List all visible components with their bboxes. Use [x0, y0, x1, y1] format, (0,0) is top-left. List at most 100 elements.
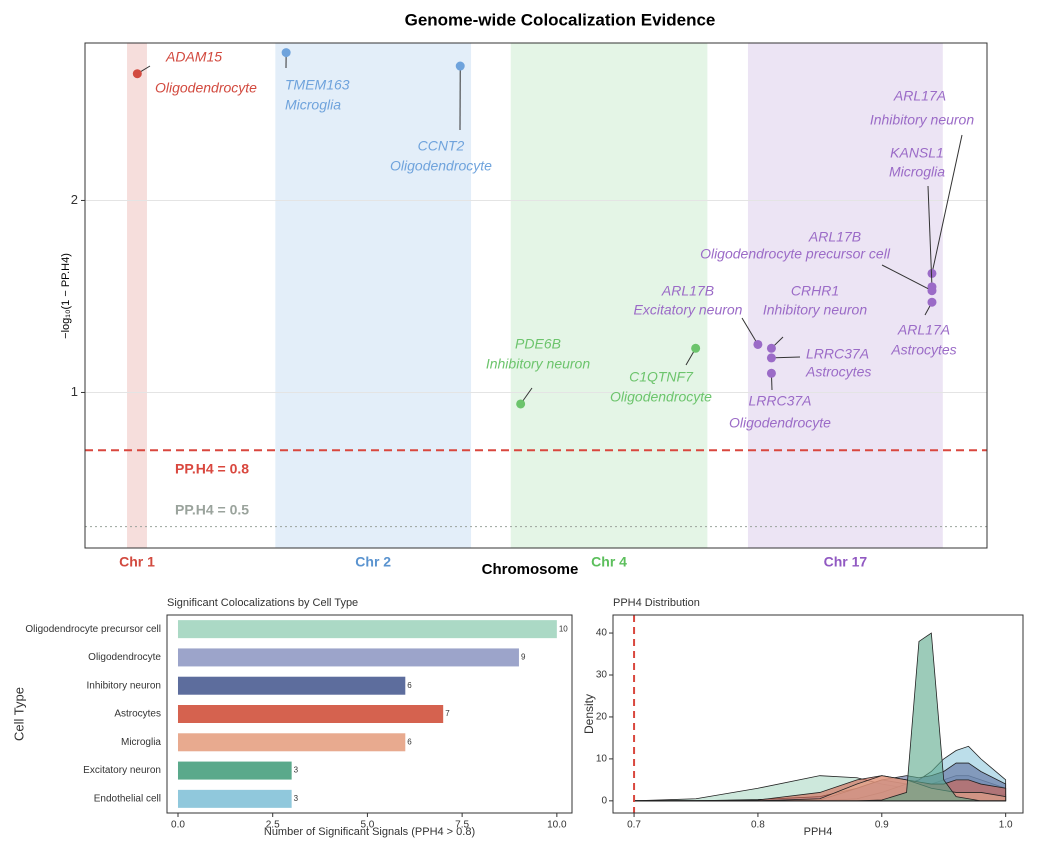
chromosome-band — [275, 43, 472, 548]
chromosome-label: Chr 17 — [824, 554, 868, 570]
bar — [177, 761, 292, 780]
point — [753, 339, 763, 349]
x-tick-label: 1.0 — [999, 820, 1013, 831]
gene-label: ADAM15 — [165, 49, 222, 65]
x-tick-label: 0.7 — [627, 820, 641, 831]
y-tick-label: 30 — [596, 670, 608, 681]
x-tick-label: 10.0 — [547, 820, 567, 831]
cell-type-label: Astrocytes — [890, 342, 956, 358]
gene-label: CRHR1 — [791, 283, 839, 299]
cell-type-label: Excitatory neuron — [634, 302, 743, 318]
gene-label: LRRC37A — [806, 346, 869, 362]
x-axis-label: Chromosome — [482, 561, 579, 578]
gene-label: CCNT2 — [418, 138, 465, 154]
y-axis-label: −log₁₀(1 − PP.H4) — [60, 253, 72, 339]
x-tick-label: 0.8 — [751, 820, 765, 831]
plot-frame — [612, 614, 1024, 814]
gene-label: C1QTNF7 — [629, 369, 694, 385]
value-label: 3 — [294, 794, 299, 803]
gene-label: TMEM163 — [285, 77, 350, 93]
x-tick-label: 2.5 — [266, 820, 280, 831]
y-tick-label: 10 — [596, 754, 608, 765]
bar — [177, 733, 406, 752]
y-tick-label: 2 — [71, 192, 78, 207]
value-label: 10 — [559, 624, 568, 633]
y-tick-label: Oligodendrocyte precursor cell — [25, 624, 161, 635]
chromosome-band — [747, 43, 943, 548]
value-label: 9 — [521, 653, 526, 662]
density-area — [634, 632, 1006, 802]
gene-label: ARL17B — [808, 229, 861, 245]
plot-frame — [84, 42, 988, 549]
value-label: 3 — [294, 766, 299, 775]
point — [281, 48, 291, 58]
chart-title: Significant Colocalizations by Cell Type — [167, 597, 358, 609]
threshold-label: PP.H4 = 0.5 — [175, 502, 249, 518]
bar — [177, 705, 444, 723]
y-tick-label: 20 — [596, 712, 608, 723]
gene-label: PDE6B — [515, 336, 561, 352]
gene-label: KANSL1 — [890, 145, 944, 161]
value-label: 6 — [407, 681, 412, 690]
gene-label: ARL17A — [893, 88, 946, 104]
y-tick-label: Microglia — [121, 737, 161, 748]
point — [766, 353, 776, 363]
y-axis-label: Cell Type — [11, 687, 26, 741]
cell-type-label: Oligodendrocyte — [390, 158, 492, 174]
cell-type-label: Microglia — [889, 164, 945, 180]
point — [516, 399, 526, 409]
bar — [177, 676, 406, 695]
y-tick-label: 0 — [601, 795, 607, 806]
label-leader — [931, 134, 963, 274]
gene-label: LRRC37A — [748, 393, 811, 409]
cell-type-label: Inhibitory neuron — [763, 302, 868, 318]
chromosome-label: Chr 1 — [119, 554, 155, 570]
label-leader — [927, 185, 933, 287]
cell-type-label: Astrocytes — [805, 364, 871, 380]
chromosome-label: Chr 4 — [591, 554, 627, 570]
bar — [177, 789, 292, 808]
chromosome-band — [510, 43, 708, 548]
chart-title: Genome-wide Colocalization Evidence — [405, 10, 716, 29]
x-tick-label: 0.0 — [171, 820, 185, 831]
point — [455, 61, 465, 71]
plot-frame — [166, 614, 573, 814]
point — [927, 268, 937, 278]
x-tick-label: 5.0 — [360, 820, 374, 831]
x-axis-label: PPH4 — [804, 826, 833, 838]
x-tick-label: 7.5 — [455, 820, 469, 831]
point — [766, 343, 776, 353]
x-tick-label: 0.9 — [875, 820, 889, 831]
y-tick-label: Inhibitory neuron — [87, 680, 162, 691]
chart-title: PPH4 Distribution — [613, 597, 700, 609]
threshold-label: PP.H4 = 0.8 — [175, 461, 249, 477]
gene-label: ARL17B — [661, 283, 714, 299]
cell-type-label: Oligodendrocyte — [729, 415, 831, 431]
point — [927, 297, 937, 307]
point — [927, 286, 937, 296]
point — [132, 69, 142, 79]
label-leader — [741, 317, 759, 345]
value-label: 7 — [445, 709, 450, 718]
y-tick-label: Endothelial cell — [94, 793, 161, 804]
y-tick-label: Excitatory neuron — [83, 765, 161, 776]
label-leader — [881, 264, 933, 292]
cell-type-label: Oligodendrocyte precursor cell — [700, 246, 891, 262]
y-tick-label: 1 — [71, 384, 78, 399]
cell-type-label: Oligodendrocyte — [610, 389, 712, 405]
y-tick-label: Oligodendrocyte — [88, 652, 161, 663]
cell-type-label: Inhibitory neuron — [486, 356, 591, 372]
point — [766, 368, 776, 378]
cell-type-label: Microglia — [285, 97, 341, 113]
cell-type-label: Inhibitory neuron — [870, 112, 975, 128]
bar — [177, 648, 519, 667]
chromosome-band — [127, 43, 147, 548]
cell-type-label: Oligodendrocyte — [155, 80, 257, 96]
y-tick-label: Astrocytes — [114, 709, 161, 720]
y-tick-label: 40 — [596, 628, 608, 639]
value-label: 6 — [407, 737, 412, 746]
point — [691, 343, 701, 353]
label-leader — [771, 356, 801, 359]
